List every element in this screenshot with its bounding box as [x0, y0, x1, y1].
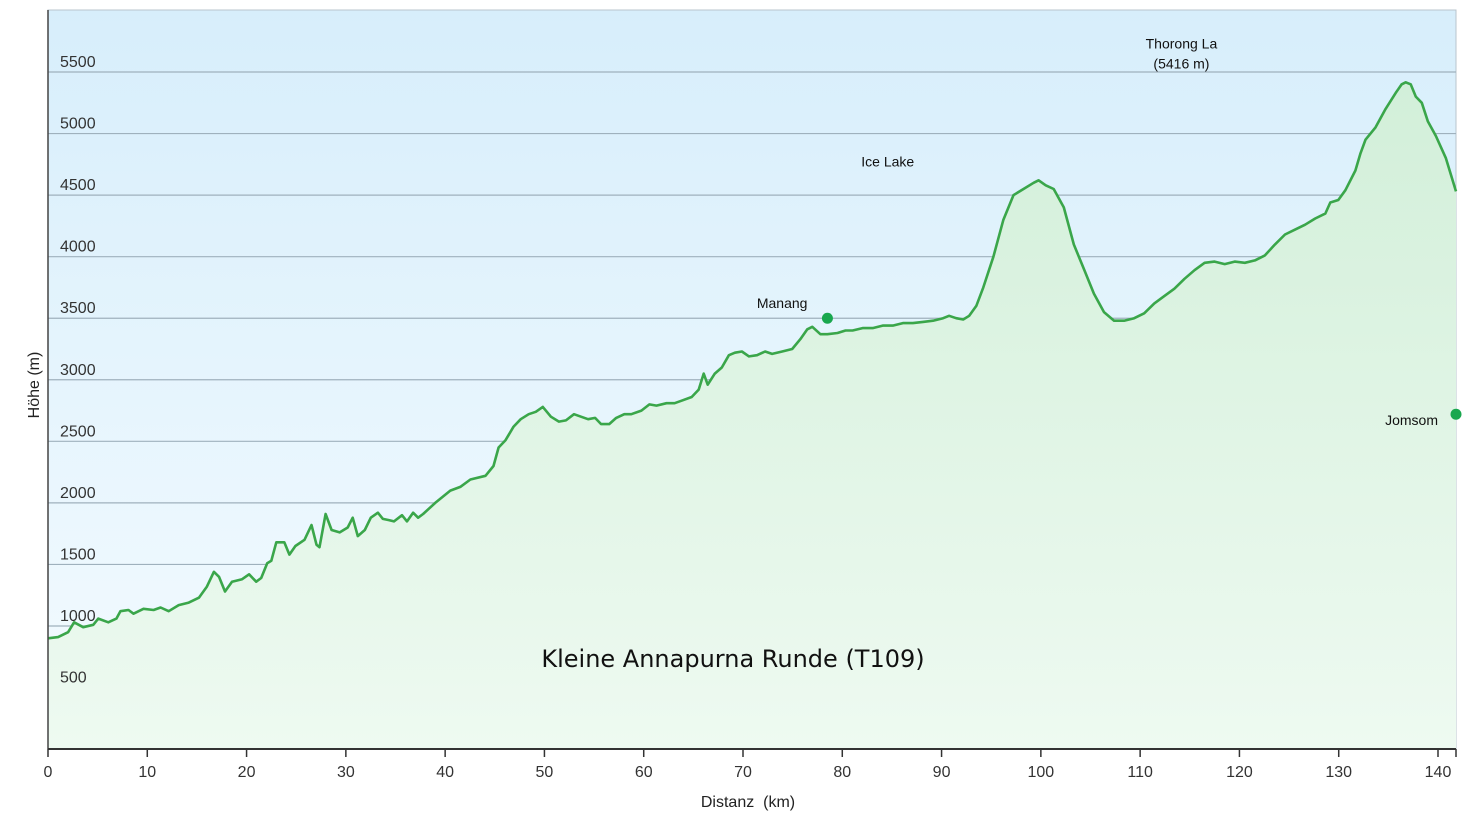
marker-manang: [821, 312, 833, 324]
x-tick-label: 140: [1425, 764, 1452, 781]
y-tick-label: 5000: [60, 116, 96, 133]
x-tick-label: 0: [44, 764, 53, 781]
x-tick-label: 60: [635, 764, 653, 781]
y-tick-label: 5500: [60, 54, 96, 71]
y-tick-label: 3500: [60, 300, 96, 317]
annotations: Ice Lake Thorong La (5416 m): [861, 35, 1217, 169]
x-tick-label: 100: [1028, 764, 1055, 781]
elevation-area: [48, 82, 1456, 749]
marker-label-jomsom: Jomsom: [1385, 412, 1438, 428]
y-tick-label: 4000: [60, 239, 96, 256]
annotation-label: Thorong La: [1146, 35, 1218, 51]
x-tick-label: 70: [734, 764, 752, 781]
annotation-sublabel: (5416 m): [1153, 55, 1209, 71]
y-tick-label: 3000: [60, 362, 96, 379]
chart-title: Kleine Annapurna Runde (T109): [541, 645, 924, 673]
y-tick-label: 2500: [60, 423, 96, 440]
y-tick-label: 2000: [60, 485, 96, 502]
y-axis-ticks: 500 1000 1500 2000 2500 3000 3500 4000 4500 5000 5…: [60, 54, 96, 687]
x-tick-label: 10: [138, 764, 156, 781]
x-tick-label: 90: [933, 764, 951, 781]
x-tick-label: 120: [1226, 764, 1253, 781]
x-axis-title: Distanz (km): [701, 794, 795, 811]
x-tick-label: 20: [238, 764, 256, 781]
x-tick-label: 110: [1127, 764, 1153, 781]
point-markers: Manang Jomsom: [757, 295, 1462, 428]
elevation-line: [47, 81, 1458, 640]
y-axis-title: Höhe (m): [26, 352, 43, 419]
x-tick-label: 50: [536, 764, 554, 781]
marker-jomsom: [1450, 408, 1462, 420]
y-tick-label: 1000: [60, 608, 96, 625]
marker-label-manang: Manang: [757, 295, 808, 311]
axes: [47, 10, 1457, 757]
x-tick-label: 30: [337, 764, 355, 781]
y-tick-label: 1500: [60, 546, 96, 563]
x-tick-label: 130: [1325, 764, 1352, 781]
y-tick-label: 4500: [60, 177, 96, 194]
annotation-label: Ice Lake: [861, 153, 914, 169]
x-tick-label: 40: [436, 764, 454, 781]
x-tick-label: 80: [833, 764, 851, 781]
y-tick-label: 500: [60, 670, 87, 687]
x-axis-ticks: 0 10 20 30 40 50 60 70 80 90 100 110 120 130 140: [44, 749, 1452, 781]
